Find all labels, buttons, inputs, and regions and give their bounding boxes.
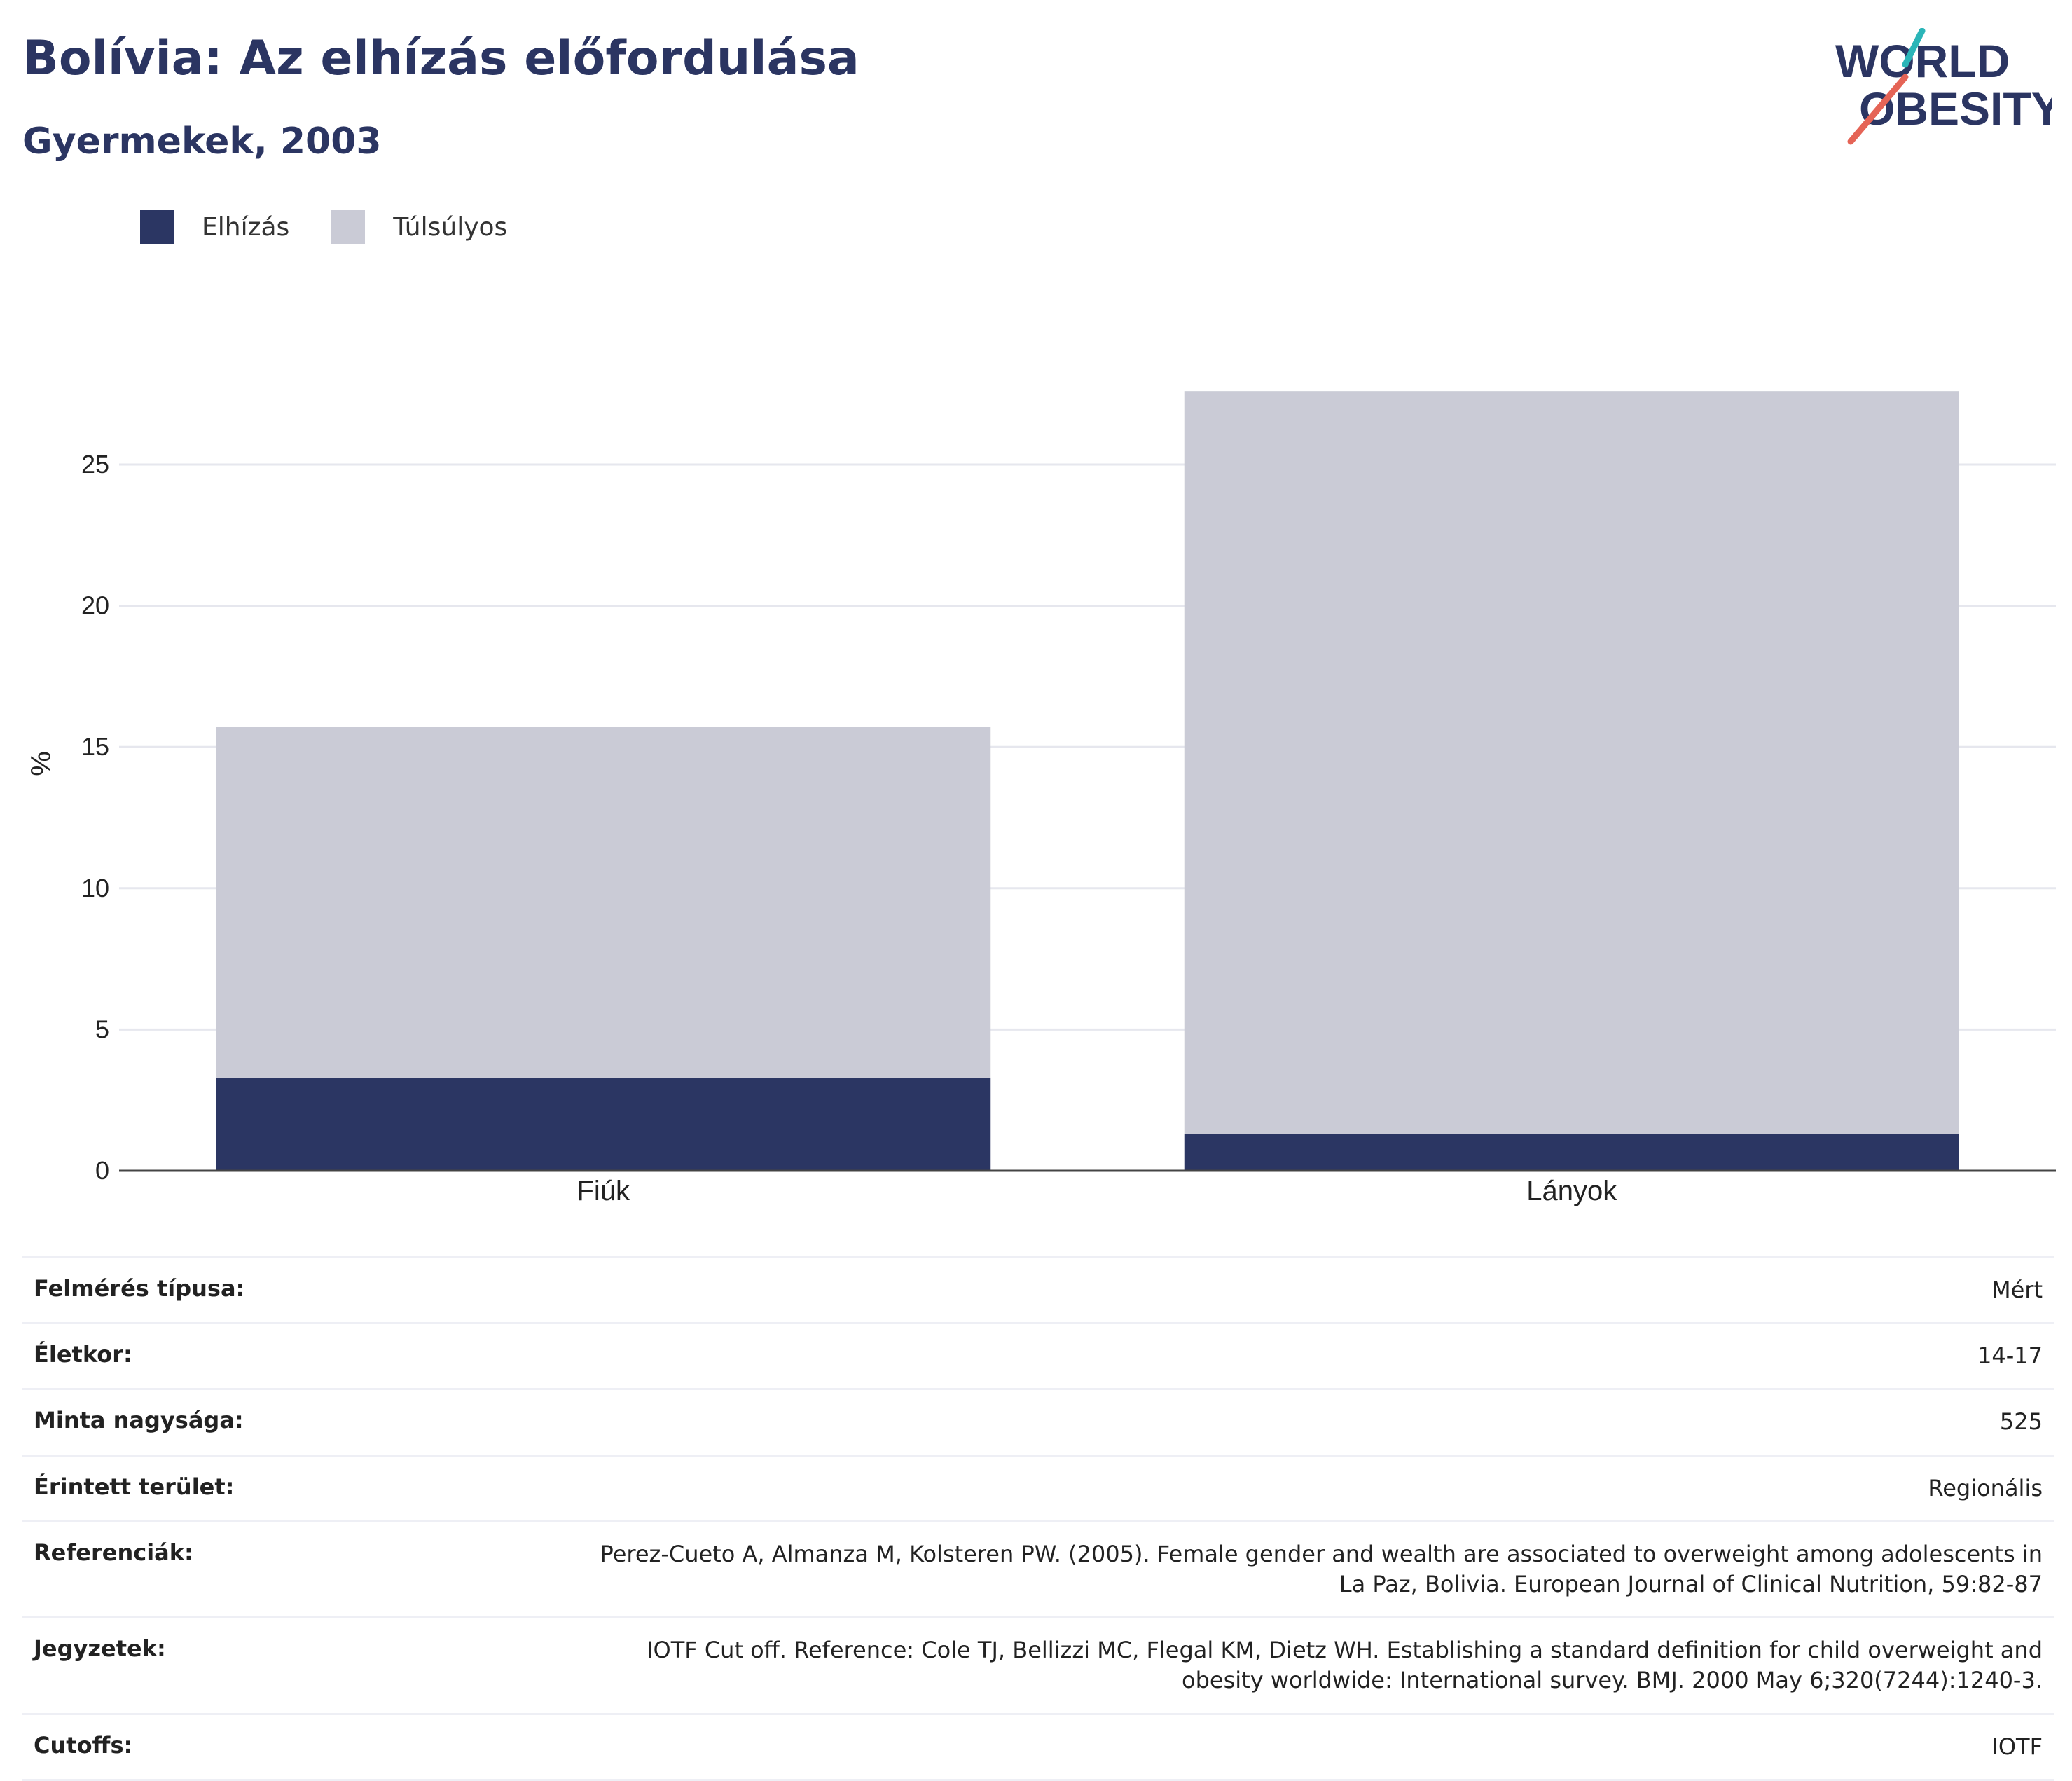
y-tick-label: 5 — [95, 1015, 109, 1043]
details-row: Referenciák: Perez-Cueto A, Almanza M, Ko… — [22, 1520, 2054, 1616]
details-value: IOTF Cut off. Reference: Cole TJ, Belliz… — [647, 1637, 2043, 1694]
details-row: Érintett terület: Regionális — [22, 1454, 2054, 1520]
logo-line1: WORLD — [1835, 35, 2010, 87]
details-label: Jegyzetek: — [34, 1635, 166, 1663]
details-value: Regionális — [1928, 1474, 2043, 1501]
legend-label-obesity: Elhízás — [202, 212, 290, 242]
legend-item-overweight[interactable]: Túlsúlyos — [331, 210, 507, 244]
y-tick-label: 10 — [81, 874, 109, 902]
details-table: Felmérés típusa: Mért Életkor: 14-17 Minta n… — [22, 1256, 2054, 1781]
details-label: Érintett terület: — [34, 1473, 235, 1500]
y-tick-label: 25 — [81, 450, 109, 479]
legend-swatch-overweight — [331, 210, 366, 244]
details-value: 14-17 — [1977, 1342, 2043, 1370]
details-label: Cutoffs: — [34, 1731, 133, 1759]
world-obesity-logo: WORLD OBESITY — [1835, 28, 2052, 145]
details-value: 525 — [1999, 1408, 2043, 1436]
details-row: Minta nagysága: 525 — [22, 1388, 2054, 1454]
details-row: Életkor: 14-17 — [22, 1322, 2054, 1388]
details-label: Felmérés típusa: — [34, 1275, 245, 1302]
details-row: Jegyzetek: IOTF Cut off. Reference: Cole … — [22, 1616, 2054, 1712]
bar-obesity-0 — [216, 1077, 991, 1171]
legend-label-overweight: Túlsúlyos — [393, 212, 508, 242]
legend-item-obesity[interactable]: Elhízás — [140, 210, 289, 244]
chart-subtitle: Gyermekek, 2003 — [22, 121, 382, 163]
y-tick-label: 0 — [95, 1156, 109, 1185]
legend-swatch-obesity — [140, 210, 174, 244]
details-label: Referenciák: — [34, 1539, 193, 1566]
details-row: Felmérés típusa: Mért — [22, 1256, 2054, 1322]
chart-legend: Elhízás Túlsúlyos — [140, 209, 549, 245]
chart-title: Bolívia: Az elhízás előfordulása — [22, 31, 859, 86]
details-label: Minta nagysága: — [34, 1407, 244, 1434]
x-category-label: Fiúk — [576, 1176, 630, 1206]
bar-overweight-1 — [1184, 391, 1959, 1134]
details-label: Életkor: — [34, 1341, 132, 1368]
bar-obesity-1 — [1184, 1134, 1959, 1171]
x-category-label: Lányok — [1526, 1176, 1617, 1206]
y-axis-label: % — [26, 751, 57, 776]
details-value: Perez-Cueto A, Almanza M, Kolsteren PW. … — [600, 1540, 2043, 1597]
details-value: Mért — [1991, 1277, 2043, 1303]
bar-overweight-0 — [216, 727, 991, 1078]
logo-line2: OBESITY — [1859, 83, 2052, 135]
y-tick-label: 15 — [81, 732, 109, 761]
details-value: IOTF — [1991, 1733, 2043, 1760]
bar-chart: 0 5 10 15 20 25% Fiúk Lányok — [26, 391, 2056, 1206]
details-row: Cutoffs: IOTF — [22, 1712, 2054, 1781]
y-tick-label: 20 — [81, 591, 109, 620]
